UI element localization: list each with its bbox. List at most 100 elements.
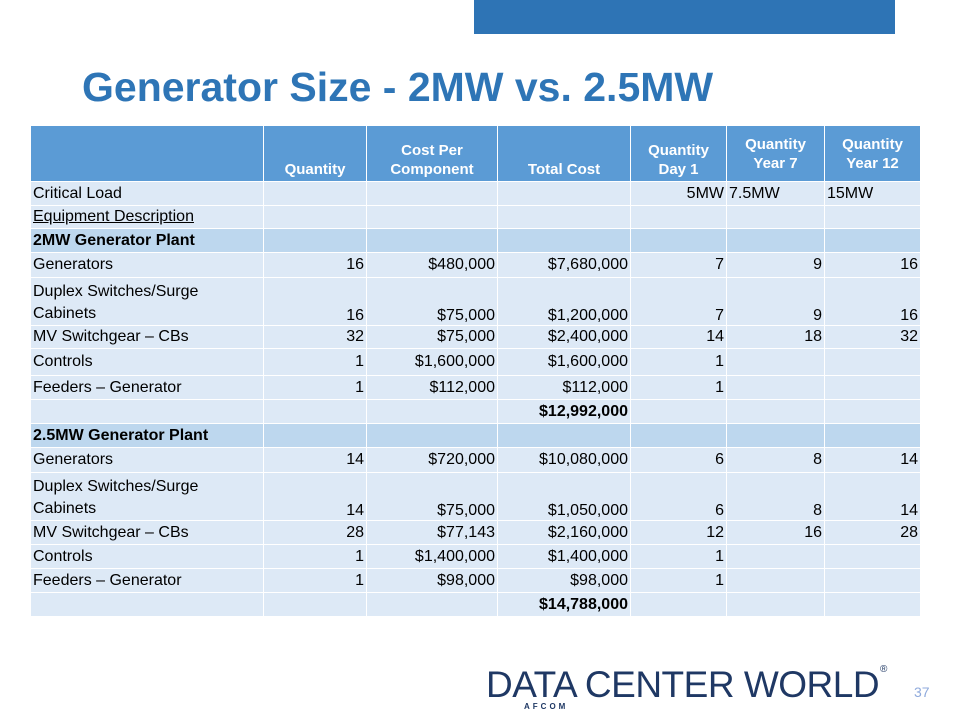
table-cell: $75,000 <box>366 325 498 349</box>
table-cell: 1 <box>630 348 727 376</box>
table-cell: 8 <box>726 472 825 521</box>
section-row: 2.5MW Generator Plant <box>30 423 921 448</box>
table-cell: $1,400,000 <box>366 544 498 569</box>
table-row: Controls 1 $1,600,000 $1,600,000 1 <box>30 348 921 376</box>
table-cell <box>497 423 631 448</box>
table-cell <box>630 399 727 424</box>
table-cell: 18 <box>726 325 825 349</box>
table-cell: 1 <box>630 375 727 400</box>
table-cell <box>30 399 264 424</box>
table-cell: 14 <box>630 325 727 349</box>
row-label: MV Switchgear – CBs <box>30 520 264 545</box>
table-cell <box>630 205 727 229</box>
subtotal-row: $12,992,000 <box>30 399 921 424</box>
table-cell: 32 <box>824 325 921 349</box>
table-row: Generators 14 $720,000 $10,080,000 6 8 1… <box>30 447 921 473</box>
table-cell: 6 <box>630 447 727 473</box>
header-cell: Total Cost <box>497 125 631 182</box>
table-cell: 28 <box>263 520 367 545</box>
table-cell <box>726 205 825 229</box>
table-cell <box>630 423 727 448</box>
table-cell: 1 <box>263 544 367 569</box>
table-cell <box>263 592 367 617</box>
table-cell: 14 <box>263 447 367 473</box>
row-label: Duplex Switches/Surge Cabinets <box>30 277 264 326</box>
table-cell: 16 <box>824 277 921 326</box>
table-cell: $720,000 <box>366 447 498 473</box>
generator-cost-table: Quantity Cost Per Component Total Cost Q… <box>30 125 921 617</box>
header-cell: Quantity Day 1 <box>630 125 727 182</box>
table-cell <box>263 205 367 229</box>
table-cell: $98,000 <box>497 568 631 593</box>
table-cell: 9 <box>726 252 825 278</box>
table-row: Duplex Switches/Surge Cabinets 16 $75,00… <box>30 277 921 326</box>
logo-wordmark: DATA CENTER WORLD <box>486 664 880 705</box>
table-cell <box>726 568 825 593</box>
table-cell: $1,050,000 <box>497 472 631 521</box>
table-cell: 1 <box>263 348 367 376</box>
row-label: Equipment Description <box>30 205 264 229</box>
subtotal-row: $14,788,000 <box>30 592 921 617</box>
table-cell <box>263 228 367 253</box>
section-label: 2.5MW Generator Plant <box>30 423 264 448</box>
table-cell: $112,000 <box>497 375 631 400</box>
table-row: Feeders – Generator 1 $98,000 $98,000 1 <box>30 568 921 593</box>
table-cell: 14 <box>824 472 921 521</box>
table-cell <box>263 399 367 424</box>
table-cell <box>366 399 498 424</box>
table-cell <box>263 181 367 206</box>
table-cell: 15MW <box>824 181 921 206</box>
table-cell <box>366 228 498 253</box>
table-cell: 1 <box>263 568 367 593</box>
table-cell: 16 <box>824 252 921 278</box>
section-label: 2MW Generator Plant <box>30 228 264 253</box>
slide-title: Generator Size - 2MW vs. 2.5MW <box>82 64 714 110</box>
table-cell: $75,000 <box>366 472 498 521</box>
table-cell <box>366 205 498 229</box>
table-cell <box>726 348 825 376</box>
table-cell: $1,200,000 <box>497 277 631 326</box>
table-cell: $98,000 <box>366 568 498 593</box>
registered-mark: ® <box>880 664 888 675</box>
header-cell <box>30 125 264 182</box>
table-cell <box>824 228 921 253</box>
table-cell <box>824 399 921 424</box>
table-row: MV Switchgear – CBs 28 $77,143 $2,160,00… <box>30 520 921 545</box>
table-cell <box>824 544 921 569</box>
row-label: Critical Load <box>30 181 264 206</box>
table-cell: $10,080,000 <box>497 447 631 473</box>
table-cell: $75,000 <box>366 277 498 326</box>
row-label: Controls <box>30 544 264 569</box>
table-cell: $112,000 <box>366 375 498 400</box>
table-cell: $7,680,000 <box>497 252 631 278</box>
table-cell: 16 <box>726 520 825 545</box>
table-row: Duplex Switches/Surge Cabinets 14 $75,00… <box>30 472 921 521</box>
table-cell: 9 <box>726 277 825 326</box>
table-cell: 7 <box>630 252 727 278</box>
top-accent-bar <box>474 0 895 34</box>
table-cell: 7.5MW <box>726 181 825 206</box>
table-cell: $2,400,000 <box>497 325 631 349</box>
table-cell <box>366 423 498 448</box>
table-row: Equipment Description <box>30 205 921 229</box>
data-center-world-logo: DATA CENTER WORLD AFCOM ® <box>486 664 896 711</box>
table-cell <box>824 205 921 229</box>
table-cell <box>726 228 825 253</box>
row-label: Feeders – Generator <box>30 568 264 593</box>
row-label: MV Switchgear – CBs <box>30 325 264 349</box>
table-cell: $1,600,000 <box>366 348 498 376</box>
table-cell <box>726 423 825 448</box>
table-cell <box>726 592 825 617</box>
table-cell: 14 <box>824 447 921 473</box>
table-cell: 5MW <box>630 181 727 206</box>
table-cell: 1 <box>630 568 727 593</box>
table-cell: $77,143 <box>366 520 498 545</box>
row-label: Controls <box>30 348 264 376</box>
table-cell: $480,000 <box>366 252 498 278</box>
table-cell <box>630 592 727 617</box>
table-cell: $1,400,000 <box>497 544 631 569</box>
subtotal-2-5mw: $14,788,000 <box>497 592 631 617</box>
table-cell <box>366 181 498 206</box>
table-row: Critical Load 5MW 7.5MW 15MW <box>30 181 921 206</box>
table-cell <box>726 544 825 569</box>
